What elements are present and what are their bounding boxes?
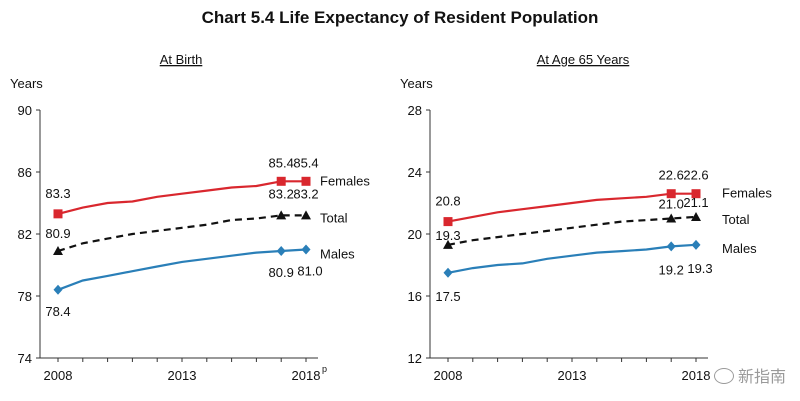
data-label-females: 85.4 [293, 155, 318, 170]
marker-females [666, 189, 676, 199]
series-line-total [57, 214, 306, 253]
data-label-males: 19.2 [659, 262, 684, 277]
data-label-males: 78.4 [45, 304, 70, 319]
marker-males [691, 239, 701, 250]
marker-males [443, 267, 453, 278]
data-label-females: 22.6 [683, 168, 708, 183]
marker-females [53, 209, 63, 219]
data-label-total: 83.2 [269, 186, 294, 201]
marker-males [301, 244, 311, 255]
marker-total [301, 210, 311, 220]
data-label-males: 17.5 [435, 289, 460, 304]
marker-females [276, 176, 286, 186]
y-tick-label: 12 [408, 351, 422, 366]
chart-title: Chart 5.4 Life Expectancy of Resident Po… [201, 8, 599, 27]
marker-total [666, 213, 677, 223]
data-label-total: 21.0 [659, 197, 684, 212]
marker-males [53, 284, 63, 295]
panel-subtitle: At Birth [160, 52, 203, 67]
legend-total: Total [320, 210, 348, 225]
watermark: 新指南 [713, 363, 786, 387]
marker-females [691, 189, 701, 199]
y-axis-label: Years [400, 76, 433, 91]
y-tick-label: 28 [408, 103, 422, 118]
y-tick-label: 90 [18, 103, 32, 118]
x-tick-label: 2018 [682, 368, 711, 383]
series-line-males [447, 243, 697, 274]
marker-females [443, 217, 453, 227]
wechat-icon [713, 368, 734, 384]
x-tick-label: 2008 [44, 368, 73, 383]
y-tick-label: 20 [408, 227, 422, 242]
series-line-females [447, 192, 696, 223]
y-tick-label: 74 [18, 351, 32, 366]
x-tick-label: 2013 [168, 368, 197, 383]
panel-subtitle: At Age 65 Years [537, 52, 630, 67]
watermark-text: 新指南 [737, 367, 786, 386]
marker-males [276, 246, 286, 257]
data-label-males: 19.3 [687, 261, 712, 276]
marker-total [691, 211, 701, 221]
marker-females [301, 176, 311, 186]
data-label-females: 22.6 [659, 168, 684, 183]
data-label-females: 83.3 [45, 186, 70, 201]
legend-total: Total [722, 212, 750, 227]
data-label-males: 80.9 [269, 265, 294, 280]
y-tick-label: 86 [18, 165, 32, 180]
x-tick-label: 2008 [434, 368, 463, 383]
y-tick-label: 78 [18, 289, 32, 304]
marker-total [443, 239, 453, 249]
data-label-total: 19.3 [435, 228, 460, 243]
marker-males [666, 241, 676, 252]
y-axis-label: Years [10, 76, 43, 91]
x-tick-label: 2013 [558, 368, 587, 383]
legend-males: Males [722, 241, 757, 256]
data-label-males: 81.0 [297, 264, 322, 279]
marker-total [276, 210, 287, 220]
y-tick-label: 82 [18, 227, 32, 242]
chart-panel-at-birth: At Birth Years 74 78 82 86 90 2008 2013 2018 p 83.3… [10, 52, 370, 383]
marker-total [53, 246, 63, 256]
series-line-total [447, 215, 697, 246]
y-tick-label: 16 [408, 289, 422, 304]
series-line-males [57, 248, 307, 291]
series-line-females [57, 180, 306, 215]
legend-females: Females [722, 186, 772, 201]
x-tick-label: 2018 [292, 368, 321, 383]
data-label-total: 80.9 [45, 226, 70, 241]
chart-panel-at-age-65: At Age 65 Years Years 12 16 20 24 28 2008 2013 20… [400, 52, 772, 383]
data-label-total: 21.1 [683, 195, 708, 210]
data-label-females: 20.8 [435, 194, 460, 209]
x-tick-suffix: p [322, 364, 327, 374]
legend-females: Females [320, 173, 370, 188]
data-label-females: 85.4 [269, 155, 294, 170]
y-tick-label: 24 [408, 165, 422, 180]
legend-males: Males [320, 247, 355, 262]
data-label-total: 83.2 [293, 186, 318, 201]
